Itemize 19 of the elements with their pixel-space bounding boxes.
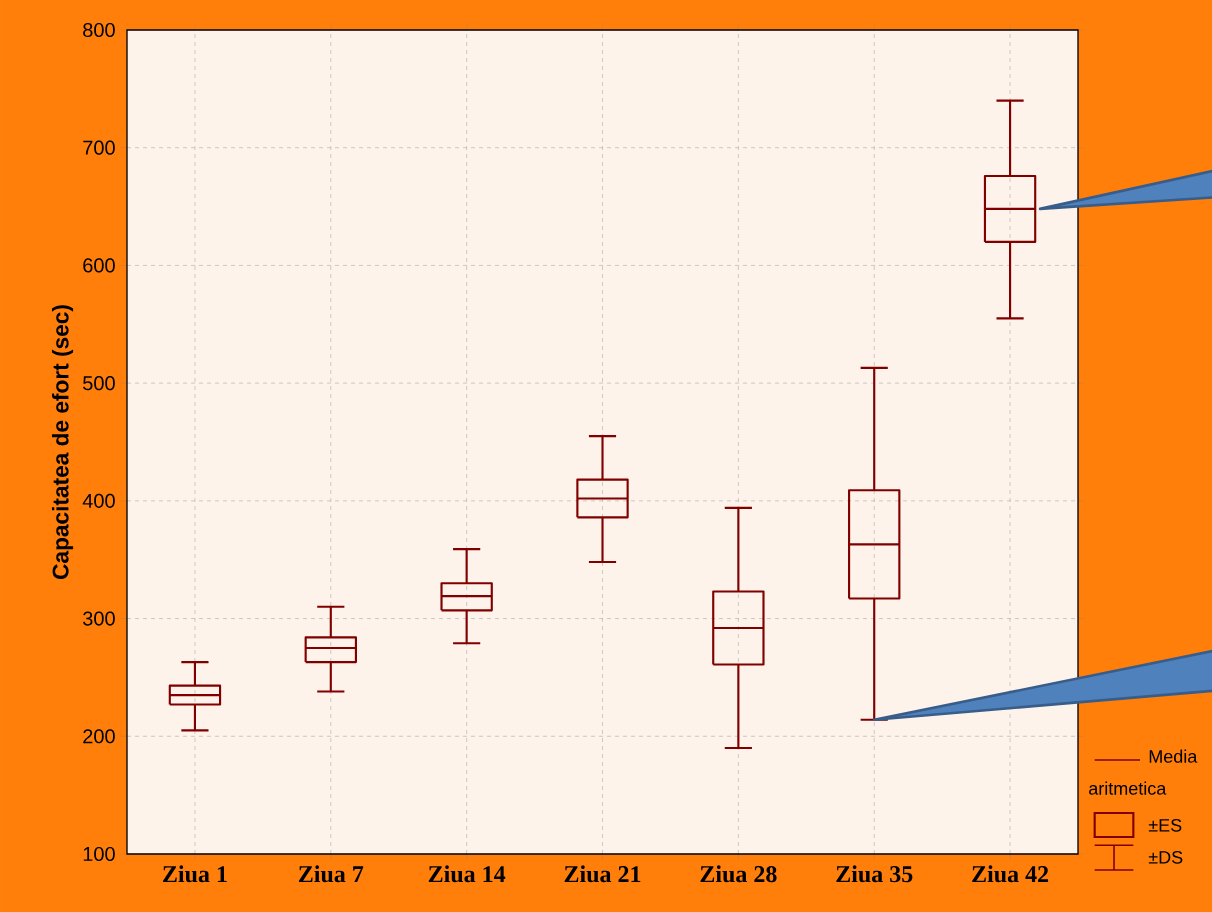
x-tick-label: Ziua 14 — [428, 865, 506, 883]
y-tick-label: 200 — [83, 729, 115, 744]
y-tick-label: 800 — [83, 22, 115, 38]
y-tick-label: 400 — [82, 493, 115, 508]
y-tick-label: 300 — [83, 611, 115, 626]
y-tick-label: 600 — [83, 258, 115, 273]
x-tick-label: Ziua 7 — [298, 865, 364, 883]
text: ±DS — [1148, 850, 1183, 864]
text: Media aritmetica — [1089, 749, 1198, 795]
x-tick-label: Ziua 35 — [836, 865, 913, 883]
y-tick-label: 700 — [83, 140, 115, 155]
y-tick-label: 500 — [83, 376, 115, 391]
text: ±ES — [1148, 818, 1182, 832]
y-axis-title: Capacitatea de efort (sec) — [51, 305, 74, 580]
x-tick-label: Ziua 21 — [564, 865, 641, 883]
x-tick-label: Ziua 1 — [163, 865, 227, 883]
y-tick-label: 100 — [83, 846, 115, 862]
x-tick-label: Ziua 42 — [972, 865, 1049, 883]
x-tick-label: Ziua 28 — [700, 865, 777, 883]
